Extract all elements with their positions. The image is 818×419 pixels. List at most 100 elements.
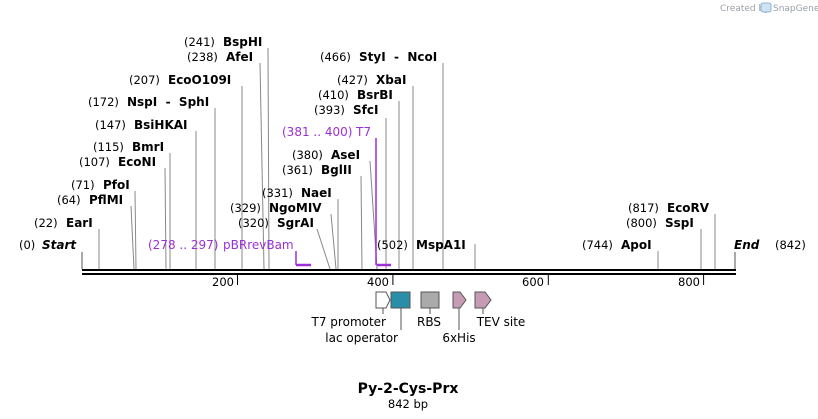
primer-name: pBRrevBam	[223, 238, 294, 252]
feature-label-lac-operator: lac operator	[325, 331, 398, 345]
site-name: ApoI	[621, 238, 652, 252]
site-position: (172)	[88, 95, 119, 109]
ruler-tick-800: 800	[678, 275, 700, 289]
start-position: (0)	[19, 238, 35, 252]
site-name: BglII	[321, 163, 352, 177]
site-bsrbi[interactable]: (410) BsrBI	[318, 88, 393, 102]
site-position: (238)	[187, 50, 218, 64]
credit-prefix: Created by	[720, 4, 770, 14]
site-name: SfcI	[353, 103, 378, 117]
site-ngomiv[interactable]: (329) NgoMIV	[230, 201, 322, 215]
site-asei[interactable]: (380) AseI	[292, 148, 360, 162]
site-name: EarI	[66, 216, 93, 230]
site-sfci[interactable]: (393) SfcI	[314, 103, 378, 117]
site-name: NaeI	[301, 186, 332, 200]
primer-range: (381 .. 400)	[282, 125, 352, 139]
site-name: EcoRV	[667, 201, 710, 215]
site-bsphi[interactable]: (241) BspHI	[184, 35, 262, 49]
site-afei[interactable]: (238) AfeI	[187, 50, 253, 64]
site-position: (331)	[262, 186, 293, 200]
credit-brand: SnapGene	[773, 4, 818, 14]
site-sgrai[interactable]: (320) SgrAI	[238, 216, 314, 230]
site-position: (320)	[238, 216, 269, 230]
site-position: (64)	[57, 193, 81, 207]
site-pflmi[interactable]: (64) PflMI	[57, 193, 123, 207]
end-label: End	[734, 238, 760, 252]
primer-pbrrevbam[interactable]: (278 .. 297) pBRrevBam	[148, 238, 294, 252]
site-position: (800)	[626, 216, 657, 230]
site-position: (361)	[282, 163, 313, 177]
site-position: (71)	[71, 178, 95, 192]
site-name: BsrBI	[357, 88, 393, 102]
site-ecorv[interactable]: (817) EcoRV	[628, 201, 710, 215]
primer-markers	[295, 138, 391, 267]
site-sspi[interactable]: (800) SspI	[626, 216, 694, 230]
site-name: BspHI	[223, 35, 262, 49]
snapgene-logo-icon	[760, 2, 772, 13]
feature-label-tev-site: TEV site	[476, 315, 526, 329]
feature-6xhis-arrow[interactable]	[452, 291, 467, 309]
dna-backbone	[82, 269, 736, 275]
site-econi[interactable]: (107) EcoNI	[79, 155, 156, 169]
site-name: PfoI	[103, 178, 130, 192]
site-bglii[interactable]: (361) BglII	[282, 163, 352, 177]
site-bsihkai[interactable]: (147) BsiHKAI	[95, 118, 188, 132]
site-position: (393)	[314, 103, 345, 117]
site-name: AfeI	[226, 50, 253, 64]
site-name: MspA1I	[416, 238, 466, 252]
site-name: EcoNI	[118, 155, 156, 169]
site-position: (427)	[337, 73, 368, 87]
ruler-tick-400: 400	[367, 275, 389, 289]
site-name: AseI	[331, 148, 360, 162]
snapgene-credit: Created by SnapGene	[720, 2, 818, 14]
start-label: Start	[42, 238, 77, 252]
site-position: (466)	[320, 50, 351, 64]
site-apoi[interactable]: (744) ApoI	[582, 238, 652, 252]
site-pfoi[interactable]: (71) PfoI	[71, 178, 130, 192]
feature-rbs-box[interactable]	[420, 291, 440, 309]
site-name: EcoO109I	[168, 73, 231, 87]
feature-lac-operator-box[interactable]	[390, 291, 411, 309]
feature-label-6xhis: 6xHis	[442, 331, 475, 345]
site-position: (207)	[129, 73, 160, 87]
site-position: (744)	[582, 238, 613, 252]
primer-t7[interactable]: (381 .. 400) T7	[282, 125, 371, 139]
site-name: NspI - SphI	[127, 95, 209, 109]
site-name: BsiHKAI	[134, 118, 188, 132]
site-eari[interactable]: (22) EarI	[34, 216, 93, 230]
site-position: (241)	[184, 35, 215, 49]
site-naei[interactable]: (331) NaeI	[262, 186, 332, 200]
site-position: (22)	[34, 216, 58, 230]
site-position: (817)	[628, 201, 659, 215]
map-title: Py-2-Cys-Prx	[358, 381, 459, 397]
site-styi-ncoi[interactable]: (466) StyI - NcoI	[320, 50, 437, 64]
site-bmri[interactable]: (115) BmrI	[93, 140, 164, 154]
features: T7 promoter lac operator RBS 6xHis TEV s…	[311, 291, 526, 345]
site-name: StyI - NcoI	[359, 50, 437, 64]
site-name: PflMI	[89, 193, 123, 207]
site-name: XbaI	[376, 73, 406, 87]
ruler-tick-200: 200	[212, 275, 234, 289]
map-length: 842 bp	[388, 397, 428, 411]
site-position: (329)	[230, 201, 261, 215]
site-mspa1i[interactable]: (502) MspA1I	[377, 238, 466, 252]
site-name: SspI	[665, 216, 694, 230]
site-name: NgoMIV	[269, 201, 322, 215]
ruler-ticks	[237, 275, 705, 285]
ruler-tick-600: 600	[522, 275, 544, 289]
feature-tev-site-arrow[interactable]	[474, 291, 492, 309]
feature-t7-promoter-arrow[interactable]	[375, 291, 391, 309]
site-connectors	[98, 47, 716, 270]
restriction-sites: (22) EarI (64) PflMI (71) PfoI (107) Eco…	[34, 35, 710, 252]
site-xbai[interactable]: (427) XbaI	[337, 73, 406, 87]
site-name: BmrI	[132, 140, 164, 154]
primer-range: (278 .. 297)	[148, 238, 218, 252]
site-position: (502)	[377, 238, 408, 252]
site-ecoo109i[interactable]: (207) EcoO109I	[129, 73, 231, 87]
site-position: (147)	[95, 118, 126, 132]
site-name: SgrAI	[277, 216, 314, 230]
site-nspi-sphi[interactable]: (172) NspI - SphI	[88, 95, 209, 109]
site-position: (115)	[93, 140, 124, 154]
site-position: (107)	[79, 155, 110, 169]
